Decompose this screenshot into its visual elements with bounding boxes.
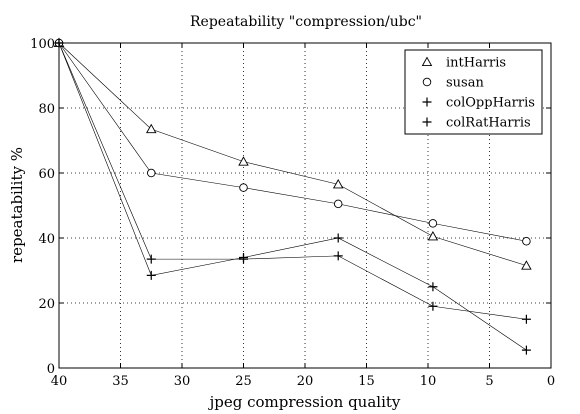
x-tick-label: 30 [174,374,191,389]
y-tick-label: 80 [38,102,55,117]
series-group [53,37,532,355]
intHarris-line [58,42,527,266]
colRatHarris-point [54,38,64,48]
x-tick-label: 20 [297,374,314,389]
legend-marker-intHarris [421,56,433,67]
colRatHarris-point [333,233,343,243]
y-tick-label: 40 [38,232,55,247]
colOppHarris-point [521,314,531,324]
y-tick-label: 100 [30,37,55,52]
legend-entry-colRatHarris: colRatHarris [446,116,531,131]
colRatHarris-point [428,282,438,292]
intHarris-point [238,156,249,166]
susan-line [58,42,527,242]
legend-marker-colRatHarris [422,117,432,127]
legend-entry-intHarris: intHarris [446,56,506,71]
susan-point [333,199,343,209]
y-tick-label: 20 [38,297,55,312]
x-tick-label: 5 [485,374,493,389]
intHarris-point [427,230,439,241]
x-axis-label: jpeg compression quality [208,393,401,411]
series-intHarris [53,37,532,270]
susan-point [146,168,156,178]
x-tick-label: 35 [112,374,129,389]
colOppHarris-line [58,42,527,320]
x-tick-label: 15 [358,374,375,389]
legend-marker-susan [422,77,432,87]
colRatHarris-point [521,345,531,355]
x-tick-label: 10 [420,374,437,389]
colOppHarris-point [146,254,156,264]
colRatHarris-point [146,270,156,280]
series-colRatHarris [54,38,531,355]
chart-title: Repeatability "compression/ubc" [190,14,422,30]
x-tick-label: 40 [51,374,68,389]
legend: intHarris susan colOppHarris colRatHarris [404,49,543,135]
susan-point [239,183,248,192]
y-tick-label: 0 [47,362,55,377]
y-axis-label: repeatability % [8,147,26,263]
intHarris-point [145,123,157,134]
x-tick-label: 25 [235,374,252,389]
series-susan [54,38,531,246]
legend-entry-colOppHarris: colOppHarris [446,96,535,111]
susan-point [428,219,438,228]
legend-marker-colOppHarris [422,97,432,107]
colRatHarris-point [239,253,248,262]
colOppHarris-point [428,301,438,311]
colOppHarris-point [333,251,343,261]
series-colOppHarris [54,38,531,324]
colRatHarris-line [58,42,527,351]
intHarris-point [332,178,344,189]
susan-point [522,236,531,246]
legend-entry-susan: susan [446,76,484,91]
intHarris-point [521,260,532,270]
axis-ticks: 40 35 30 25 20 15 10 5 0 0 20 40 60 80 100 [30,37,555,389]
y-tick-label: 60 [38,167,55,182]
x-tick-label: 0 [547,374,555,389]
